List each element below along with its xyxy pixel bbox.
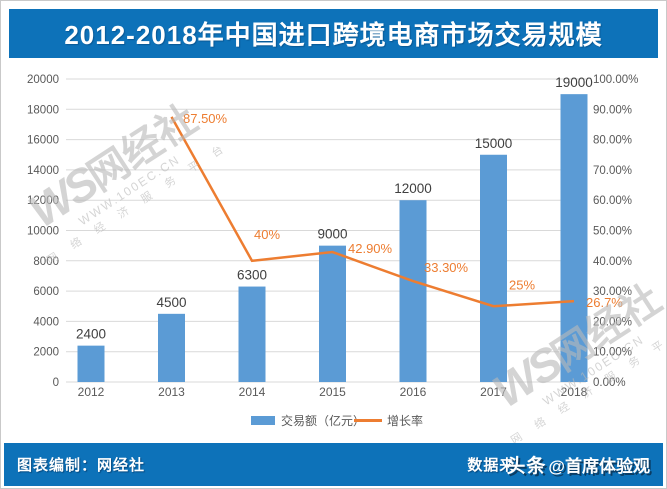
right-axis-tick: 90.00%	[593, 104, 632, 116]
left-axis-tick: 20000	[27, 74, 59, 86]
x-axis-label: 2017	[480, 385, 507, 399]
growth-rate-label: 25%	[509, 277, 535, 292]
left-axis-tick: 0	[53, 377, 59, 389]
left-axis-tick: 10000	[27, 226, 59, 238]
growth-rate-line	[170, 116, 575, 308]
right-axis-tick: 80.00%	[593, 135, 632, 147]
bar-value-label: 2400	[76, 327, 106, 342]
footer-source: 数据来 头条 @首席体验观	[467, 451, 650, 478]
bar-value-label: 6300	[237, 268, 267, 283]
bar-value-label: 19000	[555, 75, 593, 90]
left-axis-tick: 2000	[33, 347, 59, 359]
bar-value-label: 12000	[394, 181, 432, 196]
left-axis-tick: 16000	[27, 135, 59, 147]
left-axis-tick: 6000	[33, 286, 59, 298]
footer-credit: 图表编制：网经社	[17, 457, 146, 474]
right-axis-tick: 60.00%	[593, 195, 632, 207]
bar-2018	[560, 94, 588, 383]
x-axis-label: 2016	[400, 385, 427, 399]
footer-bar: 图表编制：网经社 数据来 头条 @首席体验观	[4, 443, 663, 486]
bar-value-label: 15000	[475, 136, 513, 151]
bar-2012	[77, 345, 105, 382]
chart-area: 0 0.00% 2000 10.00% 4000 20.00% 6000 30.00% 8000…	[1, 58, 666, 443]
account-watermark: @首席体验观	[548, 457, 650, 476]
right-axis-tick: 100.00%	[593, 74, 638, 86]
growth-rate-label: 40%	[254, 227, 280, 242]
legend-bar-swatch	[251, 416, 275, 425]
right-axis-tick: 40.00%	[593, 256, 632, 268]
source-prefix: 数据来	[467, 457, 516, 474]
bar-value-label: 9000	[317, 227, 347, 242]
title-banner: 2012-2018年中国进口跨境电商市场交易规模	[9, 9, 658, 58]
right-axis-tick: 20.00%	[593, 316, 632, 328]
x-axis-label: 2013	[158, 385, 185, 399]
chart-title: 2012-2018年中国进口跨境电商市场交易规模	[64, 20, 603, 50]
bar-2017	[480, 154, 507, 382]
right-axis-tick: 30.00%	[593, 286, 632, 298]
growth-rate-label: 33.30%	[424, 260, 469, 275]
bar-2013	[158, 313, 185, 382]
bar-2014	[238, 286, 266, 382]
growth-rate-label: 87.50%	[183, 111, 228, 126]
x-axis-label: 2012	[78, 385, 105, 399]
bar-value-label: 4500	[156, 295, 186, 310]
bar-2015	[319, 245, 346, 382]
x-axis-label: 2014	[239, 385, 266, 399]
growth-rate-label: 26.7%	[586, 295, 623, 310]
toutiao-watermark: 头条	[506, 456, 547, 477]
legend-bar-label: 交易额（亿元）	[281, 413, 365, 428]
legend-line-label: 增长率	[387, 413, 423, 428]
growth-rate-label: 42.90%	[348, 241, 393, 256]
left-axis-tick: 14000	[27, 165, 59, 177]
bar-2016	[399, 200, 427, 382]
left-axis-tick: 12000	[27, 195, 59, 207]
right-axis-tick: 70.00%	[593, 165, 632, 177]
left-axis-tick: 8000	[33, 256, 59, 268]
right-axis-tick: 0.00%	[593, 377, 626, 389]
right-axis-tick: 10.00%	[593, 347, 632, 359]
left-axis-tick: 4000	[33, 316, 59, 328]
combo-chart: 0 0.00% 2000 10.00% 4000 20.00% 6000 30.00% 8000…	[27, 74, 638, 428]
right-axis-tick: 50.00%	[593, 226, 632, 238]
x-axis-label: 2015	[319, 385, 346, 399]
left-axis-tick: 18000	[27, 104, 59, 116]
x-axis-label: 2018	[561, 385, 588, 399]
